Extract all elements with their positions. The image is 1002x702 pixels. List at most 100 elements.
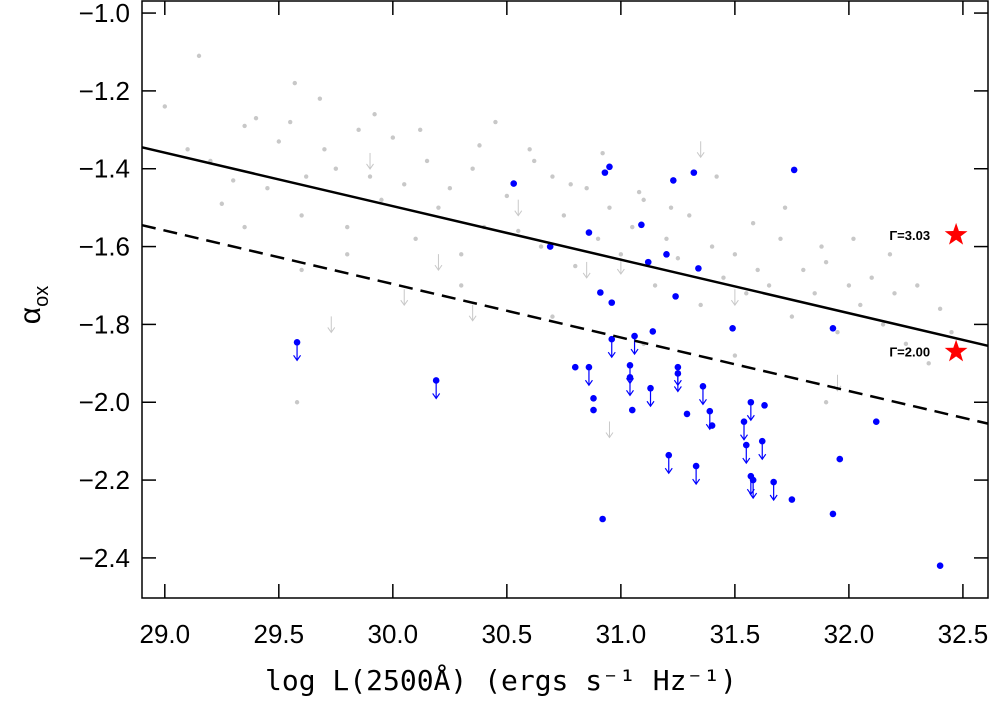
upper-limit bbox=[630, 332, 639, 356]
upper-limit bbox=[742, 441, 751, 465]
data-point bbox=[851, 236, 856, 241]
arrow-head bbox=[616, 268, 625, 275]
data-point bbox=[644, 258, 652, 266]
data-point bbox=[292, 80, 297, 86]
arrow-head bbox=[730, 299, 739, 307]
upper-limit bbox=[584, 363, 593, 387]
data-point bbox=[755, 267, 760, 273]
data-point bbox=[761, 402, 768, 409]
y-tick-label: −2.4 bbox=[79, 543, 130, 573]
data-point bbox=[628, 406, 636, 414]
data-point bbox=[672, 293, 679, 300]
arrow-head bbox=[605, 432, 614, 439]
upper-limit bbox=[769, 478, 778, 502]
data-point bbox=[835, 329, 840, 335]
data-point bbox=[758, 437, 766, 445]
data-point bbox=[915, 283, 920, 288]
data-point bbox=[626, 374, 634, 381]
data-point bbox=[750, 221, 756, 226]
data-point bbox=[379, 197, 384, 203]
data-point bbox=[618, 252, 624, 257]
data-point bbox=[695, 265, 702, 272]
data-point bbox=[600, 150, 605, 156]
data-point bbox=[231, 178, 236, 183]
data-point bbox=[303, 174, 309, 179]
data-point bbox=[872, 418, 880, 426]
arrow-head bbox=[742, 457, 751, 465]
arrow-head bbox=[327, 327, 336, 334]
data-point bbox=[162, 104, 168, 109]
data-point bbox=[647, 384, 654, 392]
data-point bbox=[561, 213, 567, 218]
data-point bbox=[345, 224, 350, 230]
upper-limit bbox=[582, 261, 591, 279]
data-point bbox=[732, 252, 738, 257]
upper-limit bbox=[434, 254, 443, 272]
point-label: Γ=2.00 bbox=[889, 345, 930, 360]
data-point bbox=[402, 182, 407, 187]
arrow-head bbox=[468, 315, 477, 322]
data-point bbox=[829, 510, 837, 518]
fit-line bbox=[141, 223, 989, 425]
data-point bbox=[674, 370, 682, 377]
data-point bbox=[836, 455, 844, 463]
data-point bbox=[641, 197, 646, 203]
data-point bbox=[903, 341, 909, 347]
data-point bbox=[706, 407, 714, 415]
y-label-subscript: ox bbox=[31, 286, 53, 307]
data-point bbox=[949, 329, 954, 335]
star-marker bbox=[944, 222, 968, 245]
data-point bbox=[926, 361, 931, 366]
data-point bbox=[674, 363, 682, 371]
data-point bbox=[288, 119, 293, 125]
data-point bbox=[590, 395, 597, 402]
data-point bbox=[790, 166, 798, 174]
data-point bbox=[687, 213, 692, 218]
data-point bbox=[390, 135, 396, 140]
upper-limit bbox=[730, 289, 739, 307]
upper-limit bbox=[746, 398, 755, 422]
data-point bbox=[196, 53, 202, 59]
data-point bbox=[293, 339, 301, 346]
arrow-head bbox=[673, 386, 682, 393]
data-point bbox=[253, 115, 259, 121]
data-point bbox=[887, 252, 893, 257]
upper-limit bbox=[432, 377, 441, 400]
data-point bbox=[670, 177, 677, 184]
x-tick-label: 29.0 bbox=[139, 619, 190, 649]
data-point bbox=[317, 96, 323, 101]
data-point bbox=[709, 244, 715, 249]
arrow-head bbox=[434, 264, 443, 272]
x-tick-label: 32.5 bbox=[938, 619, 989, 649]
data-point bbox=[527, 147, 532, 152]
upper-limit bbox=[749, 476, 758, 500]
arrow-head bbox=[514, 210, 523, 217]
data-point bbox=[664, 236, 669, 241]
y-tick-label: −1.4 bbox=[79, 154, 130, 184]
data-point bbox=[630, 224, 635, 230]
data-point bbox=[459, 252, 464, 257]
upper-limit bbox=[664, 451, 673, 475]
data-point bbox=[740, 418, 748, 426]
data-point bbox=[692, 462, 700, 470]
data-point bbox=[668, 205, 674, 210]
data-point bbox=[367, 174, 373, 179]
data-point bbox=[584, 185, 589, 191]
arrow-head bbox=[758, 453, 767, 461]
y-tick-label: −2.2 bbox=[79, 465, 130, 495]
fit-line bbox=[141, 146, 989, 348]
data-point bbox=[823, 400, 829, 405]
data-point bbox=[683, 410, 691, 418]
data-point bbox=[185, 147, 190, 152]
data-point bbox=[607, 205, 612, 210]
data-point bbox=[550, 174, 555, 179]
y-axis-label: αox bbox=[14, 286, 53, 324]
y-tick-label: −1.2 bbox=[79, 76, 130, 106]
data-point bbox=[299, 267, 304, 273]
y-tick-label: −1.6 bbox=[79, 232, 130, 262]
data-point bbox=[595, 236, 601, 241]
arrow-head bbox=[625, 389, 634, 397]
data-point bbox=[436, 205, 441, 210]
data-point bbox=[698, 302, 703, 308]
